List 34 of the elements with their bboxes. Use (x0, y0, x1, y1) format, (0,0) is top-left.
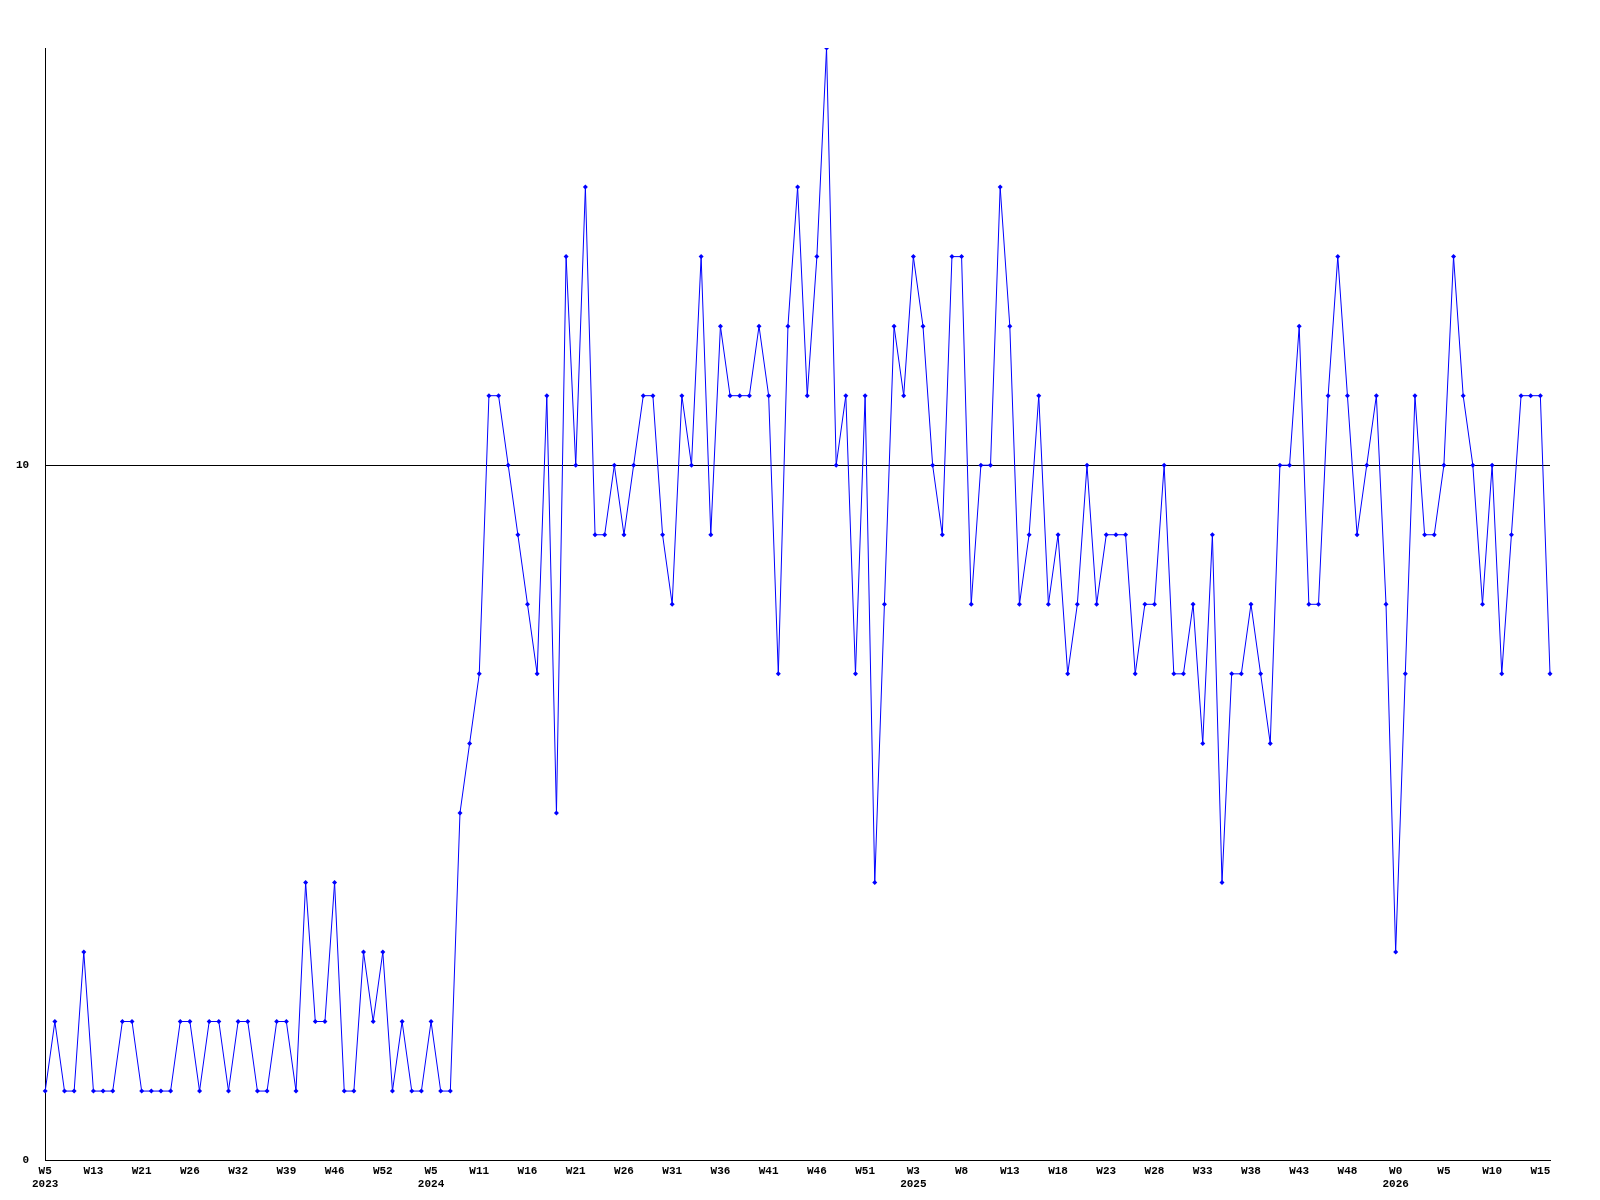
x-tick-label: W26 (614, 1164, 634, 1177)
x-tick-label: W31 (662, 1164, 683, 1177)
x-tick-label: W52 (372, 1164, 393, 1177)
x-tick-label: W5 2023 (32, 1164, 59, 1191)
x-tick-label: W46 (324, 1164, 345, 1177)
x-tick-label: W26 (179, 1164, 200, 1177)
x-tick-label: W36 (710, 1164, 731, 1177)
x-tick-label: W48 (1337, 1164, 1358, 1177)
x-tick-label: W16 (517, 1164, 538, 1177)
x-tick-label: W13 (83, 1164, 104, 1177)
x-tick-label: W46 (806, 1164, 827, 1177)
x-tick-label: W15 (1530, 1164, 1551, 1177)
y-tick-label: 10 (16, 458, 30, 471)
x-tick-label: W39 (276, 1164, 297, 1177)
x-tick-label: W33 (1192, 1164, 1214, 1177)
x-tick-label: W0 2026 (1382, 1164, 1409, 1191)
x-tick-label: W51 (855, 1164, 876, 1177)
x-tick-label: W11 (469, 1164, 490, 1177)
x-tick-label: W18 (1048, 1164, 1069, 1177)
y-tick-label: 0 (22, 1154, 30, 1167)
x-tick-label: W21 (565, 1164, 587, 1177)
x-tick-label: W32 (228, 1164, 249, 1177)
x-tick-label: W3 2025 (900, 1164, 927, 1191)
x-tick-label: W43 (1289, 1164, 1310, 1177)
x-tick-label: W38 (1241, 1164, 1262, 1177)
x-tick-label: W8 (954, 1164, 969, 1177)
x-tick-label: W41 (758, 1164, 779, 1177)
x-tick-label: W10 (1482, 1164, 1503, 1177)
x-tick-label: W23 (1096, 1164, 1117, 1177)
x-tick-label: W13 (999, 1164, 1021, 1177)
x-tick-label: W21 (131, 1164, 152, 1177)
x-tick-label: W5 2024 (417, 1164, 445, 1191)
x-tick-label: W28 (1144, 1164, 1165, 1177)
x-tick-label: W5 (1437, 1164, 1451, 1177)
